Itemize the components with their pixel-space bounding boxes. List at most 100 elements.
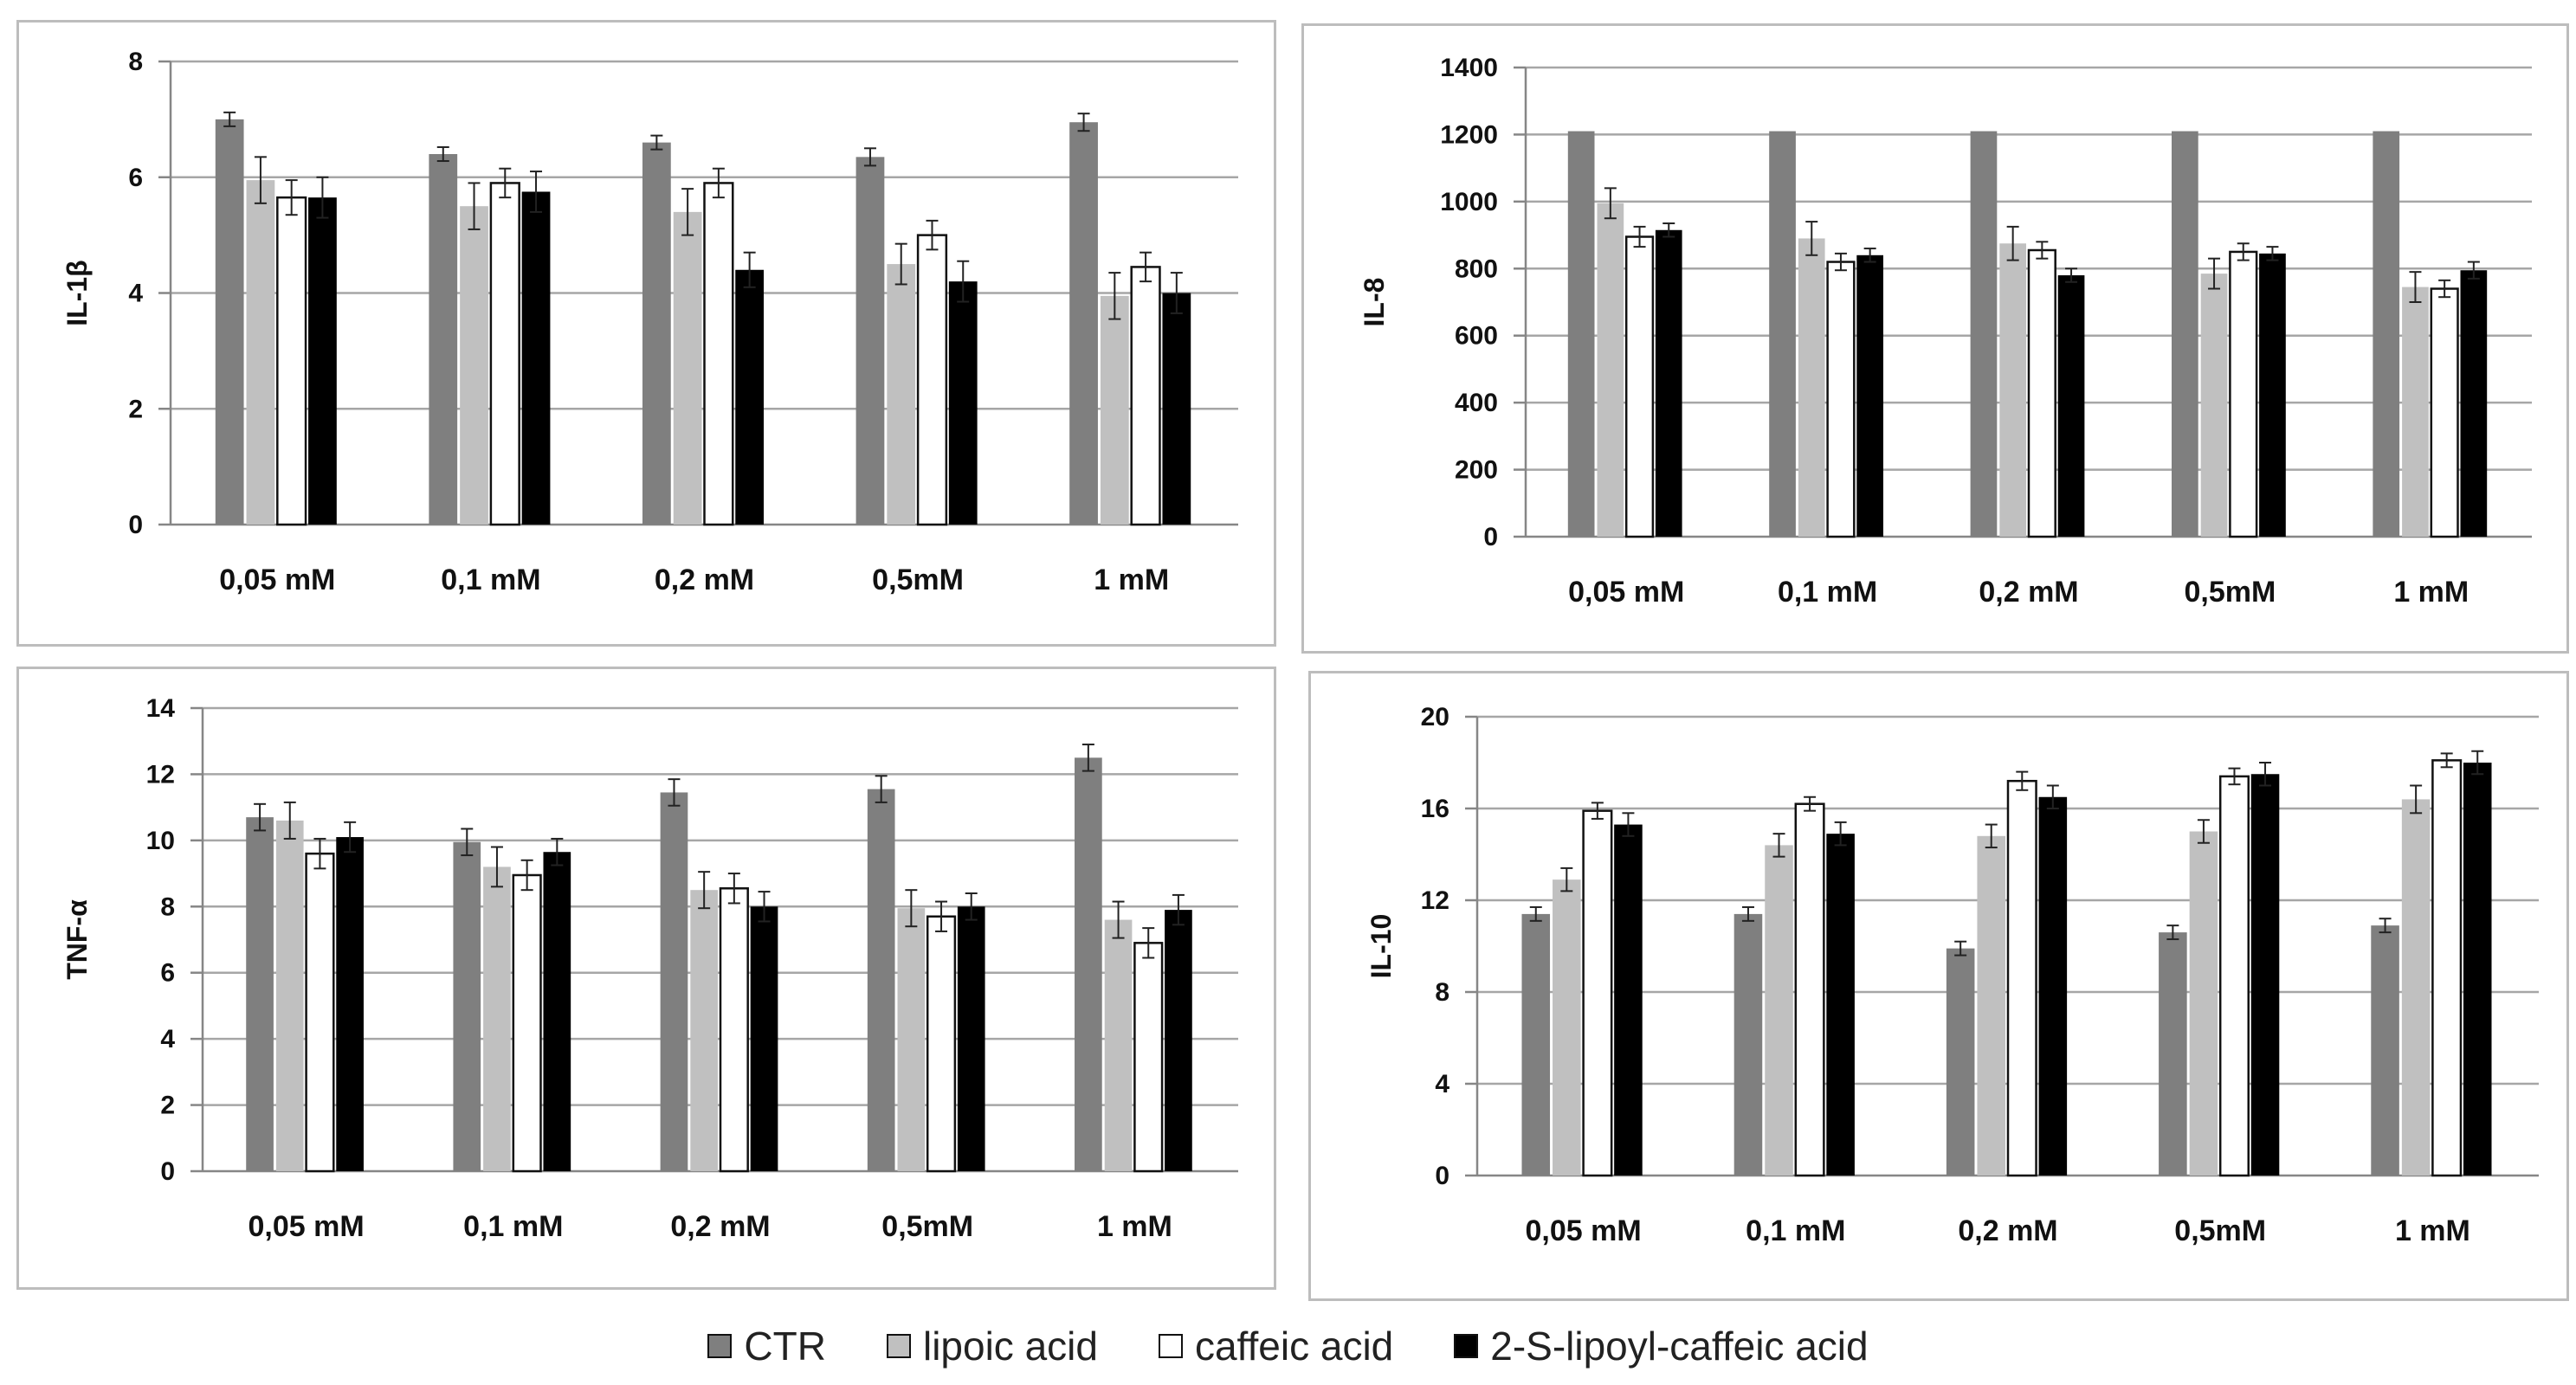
bar-ctr xyxy=(453,841,481,1171)
legend-swatch-lipoic-acid xyxy=(886,1334,911,1358)
x-tick-label: 1 mM xyxy=(1094,564,1169,596)
x-tick-label: 0,2 mM xyxy=(1958,1214,2057,1247)
bar-ctr xyxy=(1946,948,1975,1176)
bar-2-s-lipoyl-caffeic-acid xyxy=(2057,275,2085,537)
y-axis-title: IL-1β xyxy=(61,260,93,325)
chart-panel-il-10: 0 4 8 12 16 20 IL-10 0,05 mM 0,1 mM 0,2 mM 0,5mM 1 … xyxy=(1308,671,2569,1301)
legend-swatch-2-s-lipoyl-caffeic-acid xyxy=(1454,1334,1479,1358)
y-tick-label: 0 xyxy=(1435,1162,1449,1190)
bar-ctr xyxy=(2371,925,2399,1176)
bar-2-s-lipoyl-caffeic-acid xyxy=(1856,254,1883,537)
legend-label-caffeic-acid: caffeic acid xyxy=(1194,1324,1394,1369)
bar-caffeic-acid xyxy=(1826,261,1856,538)
x-tick-label: 0,1 mM xyxy=(1778,576,1877,609)
bar-2-s-lipoyl-caffeic-acid xyxy=(1655,229,1682,537)
bar-2-s-lipoyl-caffeic-acid xyxy=(521,191,551,525)
x-tick-label: 0,1 mM xyxy=(463,1210,563,1243)
bar-ctr xyxy=(2159,932,2187,1176)
bar-ctr xyxy=(246,817,274,1171)
bar-caffeic-acid xyxy=(2430,287,2459,538)
bar-ctr xyxy=(867,789,895,1171)
bar-2-s-lipoyl-caffeic-acid xyxy=(2259,253,2286,537)
legend-item-2-s-lipoyl-caffeic-acid: 2-S-lipoyl-caffeic acid xyxy=(1454,1323,1869,1369)
bar-lipoic-acid xyxy=(460,206,488,525)
x-tick-label: 0,2 mM xyxy=(655,564,754,596)
bar-caffeic-acid xyxy=(2027,248,2056,538)
bar-lipoic-acid xyxy=(897,908,926,1171)
bar-ctr xyxy=(1521,913,1551,1176)
bar-caffeic-acid xyxy=(1130,266,1161,526)
y-tick-label: 4 xyxy=(128,280,143,308)
chart-panel-tnf-a: 0 2 4 6 8 10 12 14 TNF-α 0,05 mM 0,1 mM 0,2 mM 0,5mM… xyxy=(16,667,1276,1290)
y-tick-label: 10 xyxy=(146,827,175,855)
bar-ctr xyxy=(1075,757,1102,1171)
bar-ctr xyxy=(642,142,671,525)
bar-2-s-lipoyl-caffeic-acid xyxy=(1162,293,1191,525)
bar-2-s-lipoyl-caffeic-acid xyxy=(735,269,765,525)
bar-lipoic-acid xyxy=(2200,274,2228,537)
bar-ctr xyxy=(429,154,458,525)
chart-il-8: 0 200 400 600 800 1000 1200 1400 IL-8 0,05 mM 0,1 … xyxy=(1359,54,2532,609)
bar-lipoic-acid xyxy=(483,866,511,1171)
legend-item-caffeic-acid: caffeic acid xyxy=(1158,1323,1394,1369)
y-tick-label: 1400 xyxy=(1440,54,1498,82)
y-tick-label: 4 xyxy=(1435,1070,1449,1098)
y-tick-label: 2 xyxy=(128,395,143,423)
bar-lipoic-acid xyxy=(246,180,275,525)
bar-lipoic-acid xyxy=(1597,203,1624,538)
bar-ctr xyxy=(1567,131,1595,538)
y-tick-label: 12 xyxy=(146,760,175,789)
y-tick-label: 16 xyxy=(1421,795,1449,823)
y-tick-label: 4 xyxy=(160,1025,175,1053)
y-tick-label: 1200 xyxy=(1440,120,1498,149)
bar-caffeic-acid xyxy=(1133,942,1164,1173)
x-tick-label: 0,5mM xyxy=(881,1210,973,1243)
x-tick-label: 1 mM xyxy=(2393,576,2469,609)
legend-swatch-caffeic-acid xyxy=(1158,1334,1183,1358)
x-tick-label: 0,05 mM xyxy=(1568,576,1684,609)
y-tick-label: 2 xyxy=(160,1092,175,1120)
y-axis-title: IL-8 xyxy=(1359,278,1390,327)
bar-lipoic-acid xyxy=(1798,238,1825,537)
legend: CTR lipoic acid caffeic acid 2-S-lipoyl-… xyxy=(0,1320,2576,1372)
bar-lipoic-acid xyxy=(1104,919,1133,1171)
legend-item-lipoic-acid: lipoic acid xyxy=(886,1323,1098,1369)
chart-il-10: 0 4 8 12 16 20 IL-10 0,05 mM 0,1 mM 0,2 mM 0,5mM 1 … xyxy=(1365,703,2539,1247)
bar-2-s-lipoyl-caffeic-acid xyxy=(336,837,364,1171)
bar-ctr xyxy=(2172,131,2198,538)
x-tick-label: 0,5mM xyxy=(872,564,964,596)
bar-ctr xyxy=(2373,131,2400,538)
y-axis-title: TNF-α xyxy=(61,899,93,980)
bar-caffeic-acid xyxy=(489,182,520,526)
y-tick-label: 12 xyxy=(1421,886,1449,915)
bar-lipoic-acid xyxy=(1553,879,1581,1176)
x-tick-label: 0,05 mM xyxy=(219,564,335,596)
y-tick-label: 0 xyxy=(1483,523,1498,551)
x-tick-label: 0,05 mM xyxy=(249,1210,365,1243)
bar-lipoic-acid xyxy=(887,264,916,525)
bar-caffeic-acid xyxy=(2431,759,2463,1177)
bar-ctr xyxy=(1069,122,1098,525)
bar-ctr xyxy=(215,119,244,525)
y-tick-label: 600 xyxy=(1455,322,1498,351)
x-tick-label: 0,1 mM xyxy=(441,564,540,596)
legend-label-ctr: CTR xyxy=(744,1324,826,1369)
y-tick-label: 800 xyxy=(1455,254,1498,283)
y-tick-label: 14 xyxy=(146,694,176,723)
bar-ctr xyxy=(1970,131,1998,538)
y-tick-label: 400 xyxy=(1455,389,1498,417)
x-tick-label: 0,5mM xyxy=(2174,1214,2266,1247)
bar-caffeic-acid xyxy=(1624,235,1655,538)
bar-2-s-lipoyl-caffeic-acid xyxy=(957,906,985,1171)
bar-lipoic-acid xyxy=(1999,243,2026,537)
bar-caffeic-acid xyxy=(512,873,542,1173)
bar-ctr xyxy=(660,792,688,1171)
chart-il-1b: 0 2 4 6 8 IL-1β 0,05 mM 0,1 mM 0,2 mM 0,5mM 1 mM xyxy=(61,48,1238,596)
legend-item-ctr: CTR xyxy=(707,1323,826,1369)
chart-panel-il-1b: 0 2 4 6 8 IL-1β 0,05 mM 0,1 mM 0,2 mM 0,5mM 1 mM xyxy=(16,20,1276,647)
bar-lipoic-acid xyxy=(1100,295,1129,525)
bar-2-s-lipoyl-caffeic-acid xyxy=(2250,774,2280,1176)
bar-caffeic-acid xyxy=(2229,250,2258,538)
legend-label-2-s-lipoyl-caffeic-acid: 2-S-lipoyl-caffeic acid xyxy=(1490,1324,1869,1369)
bar-2-s-lipoyl-caffeic-acid xyxy=(308,197,337,525)
